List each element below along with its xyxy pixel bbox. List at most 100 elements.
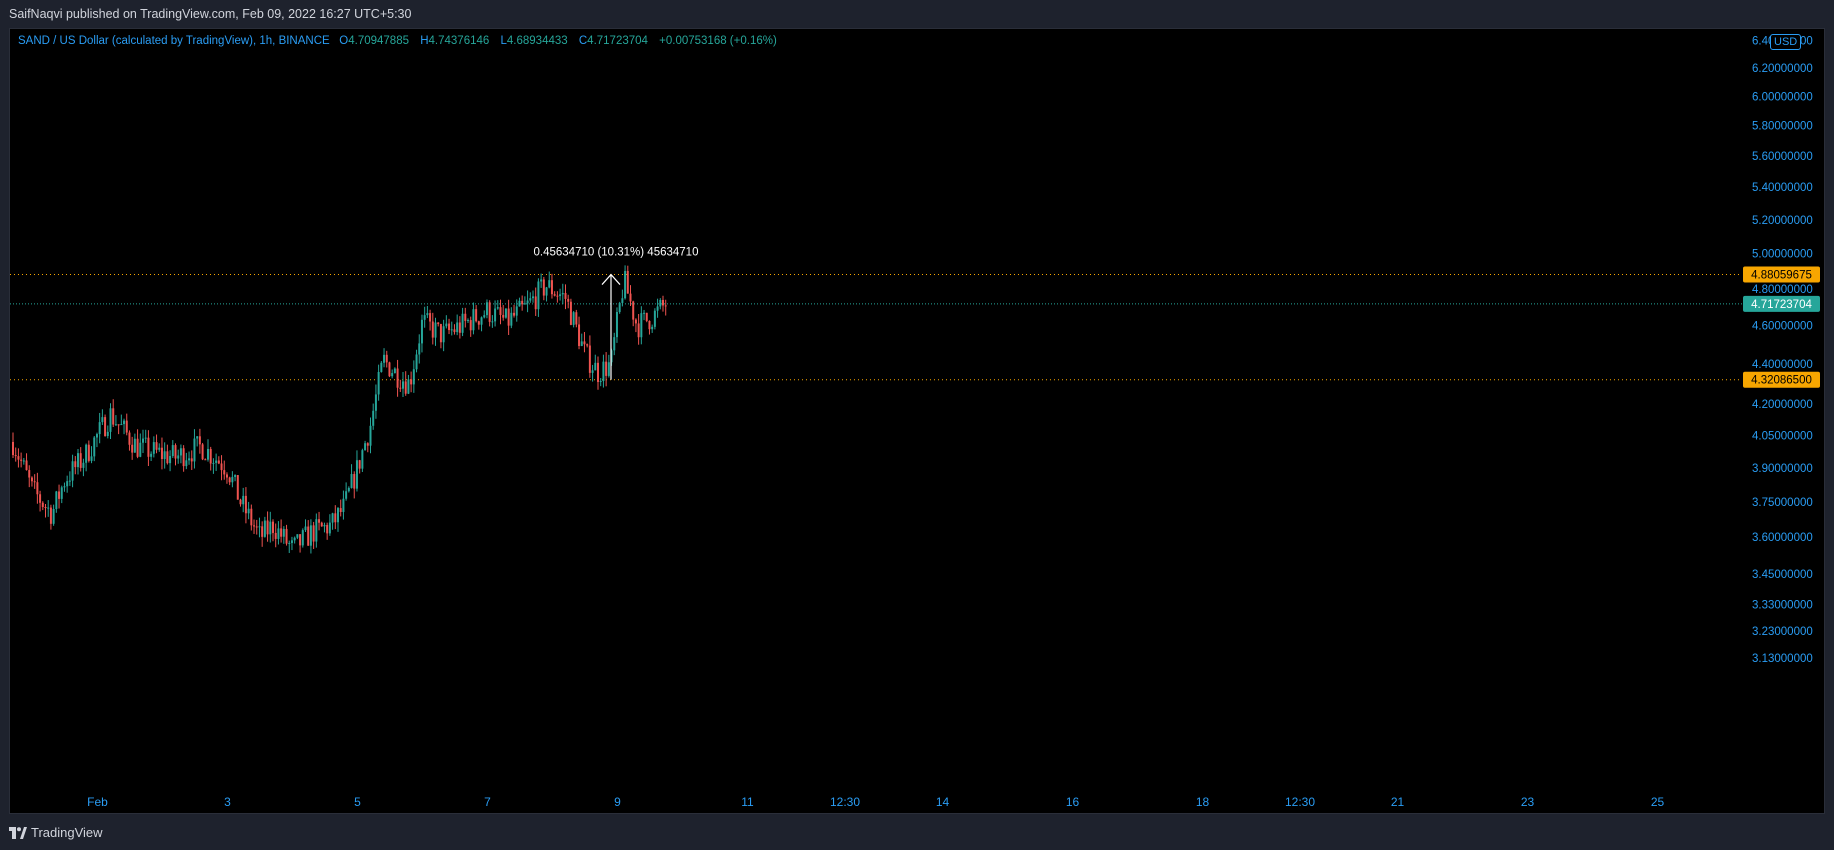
candle: [68, 471, 71, 486]
candle: [567, 294, 570, 309]
candle: [385, 350, 388, 368]
measure-arrow-head: [601, 273, 621, 285]
candle: [269, 511, 272, 543]
low-label: L: [500, 35, 507, 47]
candle: [458, 316, 461, 339]
candle-body: [204, 459, 207, 461]
candle-body: [434, 322, 437, 338]
candle-body: [49, 507, 52, 524]
candle-body: [318, 519, 321, 523]
x-tick-label: 5: [354, 795, 361, 809]
candle: [429, 309, 432, 331]
measure-label: 0.45634710 (10.31%) 45634710: [534, 247, 699, 259]
candle: [591, 364, 594, 382]
y-tick-label: 3.23000000: [1752, 626, 1813, 638]
tradingview-logo[interactable]: TradingView: [9, 825, 103, 840]
candle: [545, 286, 548, 302]
x-tick-label: 16: [1066, 795, 1080, 809]
candle: [142, 429, 144, 454]
candle-body: [163, 451, 166, 460]
current-price-tag[interactable]: [1743, 295, 1820, 312]
candle-body: [662, 299, 664, 306]
candle-body: [491, 321, 494, 323]
candle: [662, 295, 664, 312]
candle: [152, 436, 155, 458]
candle-body: [41, 502, 44, 507]
candle: [201, 442, 204, 461]
candle: [618, 301, 621, 314]
level-price-tag[interactable]: [1743, 266, 1820, 283]
candle-body: [521, 300, 524, 305]
candle: [190, 450, 193, 470]
candle-body: [58, 491, 61, 499]
candle-body: [559, 294, 562, 297]
candle: [540, 273, 543, 288]
candle-body: [120, 424, 123, 426]
level-price-label: 4.88059675: [1751, 270, 1812, 282]
candle-body: [347, 487, 350, 492]
candle-body: [198, 436, 201, 445]
candle: [49, 504, 52, 530]
candle-body: [150, 453, 153, 457]
candle: [209, 446, 212, 471]
candle-body: [358, 460, 361, 469]
candle: [193, 429, 196, 469]
price-axis[interactable]: 6.400000006.200000006.000000005.80000000…: [1752, 36, 1813, 665]
candle-body: [139, 442, 142, 457]
candle-body: [426, 313, 429, 316]
candle-body: [377, 371, 380, 395]
horizontal-levels[interactable]: 4.88059675 4.32086500 4.71723704: [10, 266, 1820, 388]
symbol-title[interactable]: SAND / US Dollar (calculated by TradingV…: [18, 35, 330, 47]
candle: [437, 322, 440, 327]
candle: [445, 315, 448, 329]
level-price-label: 4.32086500: [1751, 375, 1812, 387]
candle-body: [93, 437, 96, 457]
candle: [114, 415, 117, 426]
candle: [320, 521, 323, 527]
candle-body: [513, 312, 516, 316]
candle: [47, 500, 50, 517]
candle: [280, 519, 283, 543]
candle-body: [90, 456, 93, 461]
x-tick-label: 18: [1196, 795, 1210, 809]
candle: [250, 504, 253, 531]
candle-body: [247, 508, 250, 514]
candle: [155, 434, 158, 454]
candle-body: [442, 326, 445, 343]
candle-body: [196, 436, 199, 439]
x-tick-label: 25: [1651, 795, 1665, 809]
candle-body: [55, 491, 58, 509]
chart-frame[interactable]: [9, 28, 1825, 814]
price-range-measure[interactable]: 0.45634710 (10.31%) 45634710: [534, 247, 699, 380]
level-price-tag[interactable]: [1743, 371, 1820, 388]
candle: [14, 447, 17, 462]
candle-body: [304, 526, 307, 531]
candle-body: [350, 474, 353, 488]
candle-body: [431, 321, 434, 338]
candle: [109, 403, 112, 440]
candle: [496, 300, 499, 310]
candle-body: [437, 322, 440, 325]
candle-body: [277, 528, 280, 539]
candle-body: [212, 462, 215, 464]
candle-body: [418, 343, 421, 355]
candle-body: [296, 534, 299, 538]
candle-body: [607, 362, 610, 376]
candle: [244, 487, 247, 524]
y-tick-label: 4.60000000: [1752, 321, 1813, 333]
candle-body: [28, 470, 31, 478]
candle: [328, 514, 331, 536]
candle-body: [572, 312, 575, 325]
candle-body: [128, 432, 131, 445]
candle-body: [293, 537, 296, 541]
candle: [553, 291, 556, 297]
candle: [412, 360, 415, 393]
candle: [112, 399, 115, 428]
candle: [272, 519, 274, 542]
currency-badge[interactable]: USD: [1770, 34, 1802, 50]
candle: [139, 433, 142, 458]
candle: [52, 504, 55, 526]
candle: [41, 501, 44, 511]
time-axis[interactable]: Feb 3 5 7 9 11 12:30 14 16 18 12:30 21 23 25: [87, 795, 1664, 809]
